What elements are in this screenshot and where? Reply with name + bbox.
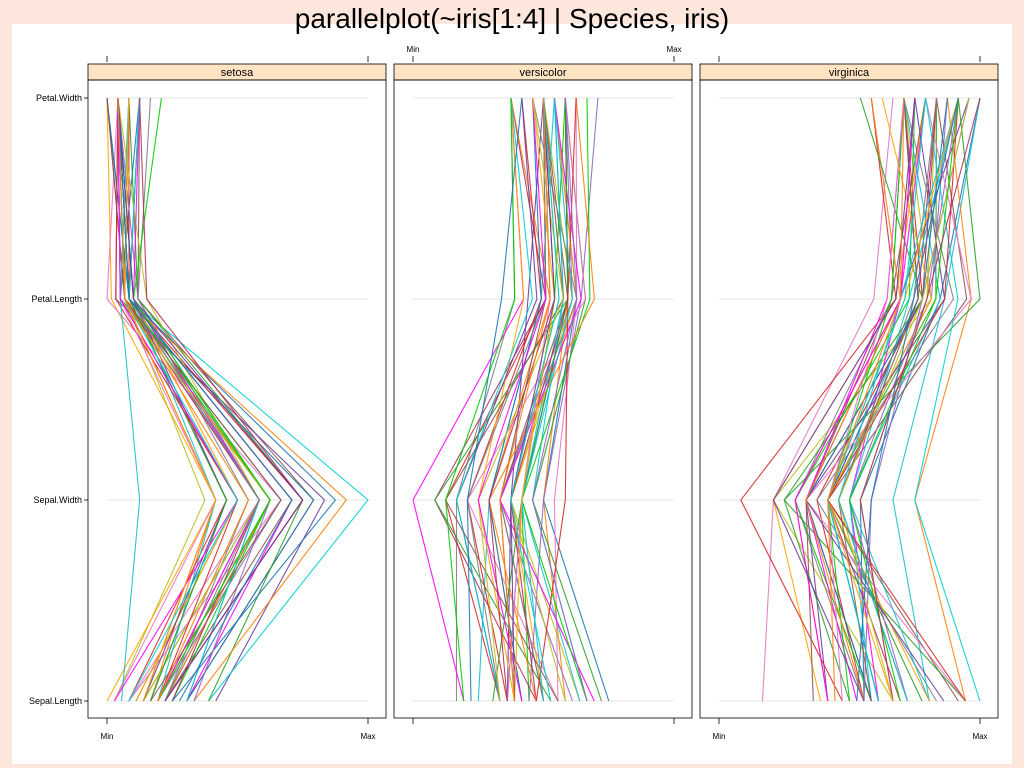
axis-label-max-bottom: Max (360, 732, 375, 741)
data-line-virginica (838, 97, 970, 702)
data-line-virginica (805, 97, 927, 702)
data-line-virginica (827, 97, 905, 702)
data-line-virginica (827, 97, 932, 702)
data-line-versicolor (532, 97, 588, 702)
data-line-virginica (827, 97, 927, 702)
data-line-virginica (783, 97, 924, 702)
data-line-versicolor (513, 97, 556, 702)
data-line-virginica (794, 97, 916, 702)
data-line-versicolor (445, 97, 516, 702)
data-line-virginica (914, 97, 972, 702)
variable-label-petal-width: Petal.Width (36, 93, 82, 103)
data-line-versicolor (477, 97, 564, 702)
data-line-versicolor (434, 97, 547, 702)
axis-label-max-bottom: Max (972, 732, 987, 741)
data-line-setosa (117, 97, 293, 702)
axis-label-min-bottom: Min (101, 732, 114, 741)
data-line-virginica (827, 97, 966, 702)
strip-label-setosa: setosa (221, 67, 254, 79)
variable-label-sepal-width: Sepal.Width (33, 495, 82, 505)
data-line-setosa (106, 97, 337, 702)
data-line-virginica (805, 97, 938, 702)
data-line-versicolor (466, 97, 547, 702)
data-line-versicolor (499, 97, 551, 702)
data-line-virginica (856, 97, 959, 702)
data-line-virginica (848, 97, 941, 702)
data-line-versicolor (510, 97, 556, 702)
data-line-setosa (119, 97, 315, 702)
data-line-virginica (794, 97, 916, 702)
data-line-setosa (106, 97, 217, 702)
data-line-virginica (838, 97, 919, 702)
strip-label-virginica: virginica (829, 67, 870, 79)
strip-label-versicolor: versicolor (519, 67, 566, 79)
data-line-setosa (132, 97, 260, 702)
data-line-virginica (848, 97, 927, 702)
data-line-setosa (137, 97, 250, 702)
data-line-versicolor (477, 97, 547, 702)
data-line-versicolor (510, 97, 578, 702)
data-line-virginica (838, 97, 959, 702)
axis-label-min-bottom: Min (713, 732, 726, 741)
data-line-setosa (128, 97, 304, 702)
data-line-versicolor (528, 97, 599, 702)
data-line-versicolor (521, 97, 591, 702)
data-line-virginica (914, 97, 981, 702)
panel-box-versicolor (393, 79, 693, 719)
data-line-setosa (117, 97, 293, 702)
data-line-virginica (794, 97, 905, 702)
data-line-setosa (119, 97, 141, 702)
data-line-virginica (805, 97, 972, 702)
data-line-versicolor (521, 97, 573, 702)
data-line-setosa (117, 97, 250, 702)
data-line-virginica (805, 97, 946, 702)
variable-label-petal-length: Petal.Length (31, 294, 82, 304)
data-line-versicolor (466, 97, 523, 702)
data-line-setosa (113, 97, 239, 702)
data-line-setosa (124, 97, 217, 702)
data-line-virginica (827, 97, 905, 702)
data-line-versicolor (535, 97, 577, 702)
panel-box-setosa (87, 79, 387, 719)
data-line-setosa (132, 97, 271, 702)
variable-label-sepal-length: Sepal.Length (29, 696, 82, 706)
data-line-versicolor (455, 97, 533, 702)
data-line-virginica (859, 97, 981, 702)
data-line-versicolor (477, 97, 525, 702)
data-line-versicolor (488, 97, 542, 702)
data-line-setosa (117, 97, 304, 702)
data-line-virginica (740, 97, 897, 702)
data-line-setosa (115, 97, 239, 702)
data-line-virginica (892, 97, 981, 702)
data-line-setosa (106, 97, 282, 702)
data-line-versicolor (499, 97, 595, 702)
data-line-virginica (859, 97, 981, 702)
data-line-versicolor (444, 97, 564, 702)
axis-label-min-top: Min (407, 45, 420, 54)
data-line-versicolor (553, 97, 578, 702)
data-line-virginica (772, 97, 916, 702)
axis-label-max-top: Max (666, 45, 681, 54)
panel-box-virginica (699, 79, 999, 719)
page-title: parallelplot(~iris[1:4] | Species, iris) (294, 3, 730, 34)
data-line-versicolor (510, 97, 560, 702)
data-line-virginica (827, 97, 948, 702)
